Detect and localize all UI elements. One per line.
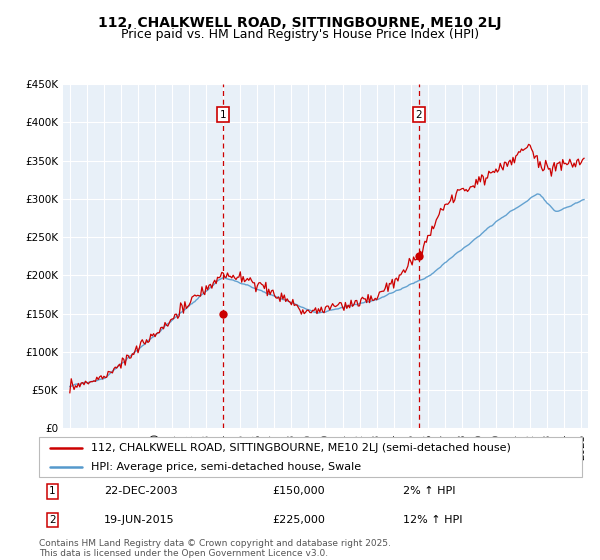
Text: 19-JUN-2015: 19-JUN-2015 — [104, 515, 175, 525]
Text: Price paid vs. HM Land Registry's House Price Index (HPI): Price paid vs. HM Land Registry's House … — [121, 28, 479, 41]
Text: HPI: Average price, semi-detached house, Swale: HPI: Average price, semi-detached house,… — [91, 462, 361, 472]
Text: 112, CHALKWELL ROAD, SITTINGBOURNE, ME10 2LJ: 112, CHALKWELL ROAD, SITTINGBOURNE, ME10… — [98, 16, 502, 30]
Text: 12% ↑ HPI: 12% ↑ HPI — [403, 515, 463, 525]
Text: 22-DEC-2003: 22-DEC-2003 — [104, 487, 178, 496]
Text: £150,000: £150,000 — [272, 487, 325, 496]
Text: Contains HM Land Registry data © Crown copyright and database right 2025.
This d: Contains HM Land Registry data © Crown c… — [39, 539, 391, 558]
Text: 2: 2 — [49, 515, 56, 525]
FancyBboxPatch shape — [39, 437, 582, 477]
Text: 1: 1 — [220, 110, 227, 120]
Text: 112, CHALKWELL ROAD, SITTINGBOURNE, ME10 2LJ (semi-detached house): 112, CHALKWELL ROAD, SITTINGBOURNE, ME10… — [91, 443, 511, 453]
Text: 2: 2 — [415, 110, 422, 120]
Text: £225,000: £225,000 — [272, 515, 325, 525]
Text: 2% ↑ HPI: 2% ↑ HPI — [403, 487, 455, 496]
Text: 1: 1 — [49, 487, 56, 496]
